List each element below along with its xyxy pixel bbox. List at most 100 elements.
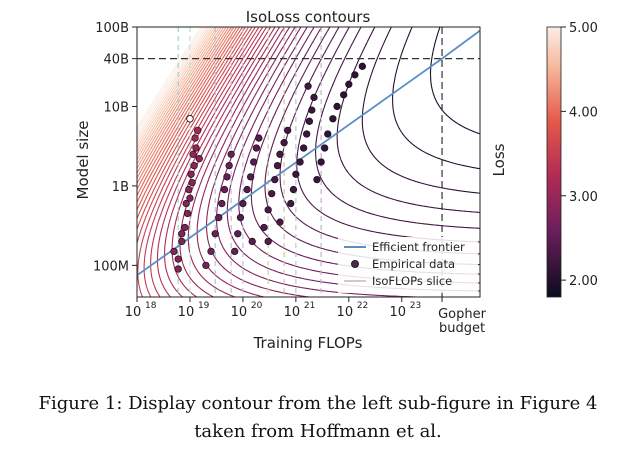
- empirical-point-43: [284, 126, 292, 135]
- x-tick-exponent-4: 22: [357, 301, 368, 311]
- empirical-point-46: [292, 170, 300, 178]
- legend-isoflops-label: IsoFLOPs slice: [372, 274, 452, 288]
- caption-line-2: taken from Hoffmann et al.: [194, 421, 442, 442]
- empirical-point-33: [250, 158, 258, 166]
- empirical-point-34: [252, 144, 261, 152]
- empirical-point-25: [225, 161, 233, 170]
- empirical-point-22: [218, 199, 226, 208]
- empirical-point-0: [174, 255, 182, 263]
- gopher-label-line1: Gopher: [438, 307, 487, 322]
- empirical-point-56: [329, 115, 337, 123]
- empirical-point-58: [340, 91, 348, 99]
- empirical-point-39: [271, 175, 279, 184]
- y-tick-label-4: 100B: [95, 21, 129, 36]
- legend-empirical-swatch: [350, 259, 359, 268]
- empirical-point-20: [211, 230, 219, 238]
- x-axis: 10 18 10 19 10 20 10 21 10 22 10 23: [125, 297, 443, 320]
- empirical-point-4: [186, 194, 194, 202]
- x-tick-exponent-1: 19: [198, 301, 210, 311]
- colorbar: 5.00 4.00 3.00 2.00 Loss: [490, 21, 598, 298]
- y-axis-label: Model size: [74, 121, 92, 200]
- empirical-point-28: [234, 230, 242, 238]
- empirical-point-64: [248, 237, 256, 246]
- empirical-point-29: [236, 213, 245, 222]
- isoloss-contour-0: [429, 27, 480, 135]
- empirical-point-10: [174, 265, 182, 273]
- efficient-frontier: [137, 29, 480, 277]
- empirical-point-45: [289, 185, 298, 194]
- x-tick-label-4: 10: [337, 305, 354, 320]
- empirical-point-1: [178, 237, 186, 246]
- x-axis-label: Training FLOPs: [253, 334, 363, 352]
- empirical-point-35: [255, 134, 263, 142]
- empirical-point-17: [191, 134, 199, 142]
- empirical-point-55: [324, 130, 332, 138]
- x-tick-label-3: 10: [284, 305, 301, 320]
- colorbar-tick-label-0: 5.00: [569, 21, 598, 36]
- empirical-point-15: [187, 170, 195, 178]
- x-tick-label-0: 10: [125, 305, 142, 320]
- empirical-point-59: [345, 80, 353, 88]
- empirical-point-12: [178, 230, 186, 238]
- empirical-point-66: [304, 82, 312, 90]
- empirical-point-54: [321, 144, 329, 152]
- isoloss-contour-21: [137, 27, 256, 297]
- isoloss-contour-33: [137, 27, 222, 165]
- legend-empirical-label: Empirical data: [372, 257, 455, 271]
- empirical-points: [170, 62, 366, 273]
- isoloss-contour-19: [150, 27, 264, 297]
- empirical-point-57: [333, 102, 341, 111]
- empirical-point-14: [185, 185, 193, 194]
- empirical-point-6: [190, 161, 198, 170]
- caption-line-1: Figure 1: Display contour from the left …: [38, 393, 598, 414]
- plot-frame: [136, 26, 481, 298]
- empirical-point-2: [181, 223, 189, 232]
- empirical-point-44: [287, 199, 295, 208]
- colorbar-tick-label-2: 3.00: [569, 190, 598, 205]
- empirical-point-9: [195, 155, 203, 163]
- empirical-point-8: [194, 126, 202, 135]
- colorbar-label: Loss: [490, 143, 508, 176]
- x-tick-exponent-5: 23: [410, 301, 421, 311]
- x-tick-label-5: 10: [390, 305, 407, 320]
- x-tick-label-2: 10: [231, 305, 248, 320]
- y-tick-label-2: 10B: [104, 100, 129, 115]
- empirical-point-21: [215, 213, 223, 222]
- empirical-point-60: [351, 71, 359, 79]
- x-tick-exponent-2: 20: [251, 301, 263, 311]
- gopher-label-line2: budget: [439, 321, 485, 336]
- isoloss-contour-2: [361, 27, 480, 194]
- empirical-point-41: [276, 150, 284, 158]
- empirical-point-63: [276, 218, 284, 226]
- y-tick-label-0: 100M: [93, 259, 129, 274]
- colorbar-tick-label-1: 4.00: [569, 105, 598, 120]
- empirical-point-42: [280, 139, 288, 147]
- empirical-point-13: [182, 199, 190, 208]
- chart-title: IsoLoss contours: [246, 8, 371, 26]
- empirical-point-53: [317, 158, 325, 166]
- empirical-point-31: [243, 185, 251, 194]
- empirical-point-11: [170, 247, 178, 256]
- empirical-point-37: [264, 206, 272, 214]
- empirical-point-5: [188, 178, 196, 187]
- empirical-point-18: [202, 261, 210, 270]
- empirical-point-24: [223, 173, 231, 181]
- empirical-point-highlight: [186, 115, 194, 123]
- isoflops-slices: [177, 27, 322, 297]
- empirical-point-19: [207, 247, 215, 256]
- empirical-point-47: [296, 158, 304, 166]
- colorbar-ticks: 5.00 4.00 3.00 2.00: [561, 21, 598, 289]
- empirical-point-65: [310, 93, 318, 102]
- isoloss-contour-4: [315, 27, 480, 229]
- empirical-point-36: [260, 223, 268, 232]
- isoloss-contour-18: [156, 27, 268, 297]
- efficient-frontier-line: [137, 29, 480, 277]
- y-tick-label-1: 1B: [112, 180, 129, 195]
- empirical-point-48: [299, 144, 308, 152]
- empirical-point-61: [358, 62, 366, 70]
- empirical-point-40: [273, 161, 282, 170]
- empirical-point-27: [231, 247, 239, 256]
- colorbar-tick-label-3: 2.00: [569, 274, 598, 289]
- empirical-point-51: [308, 106, 316, 114]
